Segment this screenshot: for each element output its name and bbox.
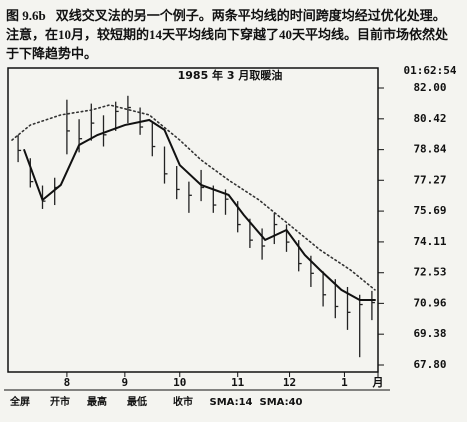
y-tick-label: 78.84 xyxy=(413,143,446,156)
x-tick-label: 1 xyxy=(341,376,348,389)
x-tick-label: 10 xyxy=(173,376,186,389)
chart-title: 1985 年 3 月取暖油 xyxy=(178,68,283,82)
y-tick-label: 74.11 xyxy=(413,235,446,248)
sma-line xyxy=(23,118,376,302)
y-tick-label: 70.96 xyxy=(413,296,446,309)
plot-frame xyxy=(7,67,379,373)
toolbar-item: 全屏 xyxy=(9,395,30,408)
toolbar-item: 最高 xyxy=(87,395,107,408)
x-tick-label: 8 xyxy=(64,376,71,389)
legend-entry: SMA:40 xyxy=(260,397,303,408)
x-tick-label: 11 xyxy=(231,376,245,389)
legend-entry: SMA:14 xyxy=(210,397,253,408)
toolbar-item: 最低 xyxy=(127,395,147,408)
y-tick-label: 72.53 xyxy=(413,266,446,279)
corner-label: 01:62:54 xyxy=(404,64,457,77)
y-tick-label: 80.42 xyxy=(413,112,446,125)
x-tick-label: 12 xyxy=(283,376,296,389)
x-tick-label: 月 xyxy=(372,376,384,389)
caption-text: 双线交叉法的另一个例子。两条平均线的时间跨度均经过优化处理。注意，在10月，较短… xyxy=(6,8,449,61)
y-tick-label: 75.69 xyxy=(413,204,446,217)
y-tick-label: 77.27 xyxy=(413,173,446,186)
y-tick-label: 82.00 xyxy=(413,81,446,94)
x-tick-label: 9 xyxy=(122,376,129,389)
y-tick-label: 69.38 xyxy=(413,327,446,340)
caption-label: 图 9.6b xyxy=(6,8,46,23)
toolbar-item: 收市 xyxy=(173,395,193,408)
toolbar-item: 开市 xyxy=(50,395,70,408)
caption: 图 9.6b 双线交叉法的另一个例子。两条平均线的时间跨度均经过优化处理。注意，在… xyxy=(6,6,458,63)
y-tick-label: 67.80 xyxy=(413,358,446,371)
